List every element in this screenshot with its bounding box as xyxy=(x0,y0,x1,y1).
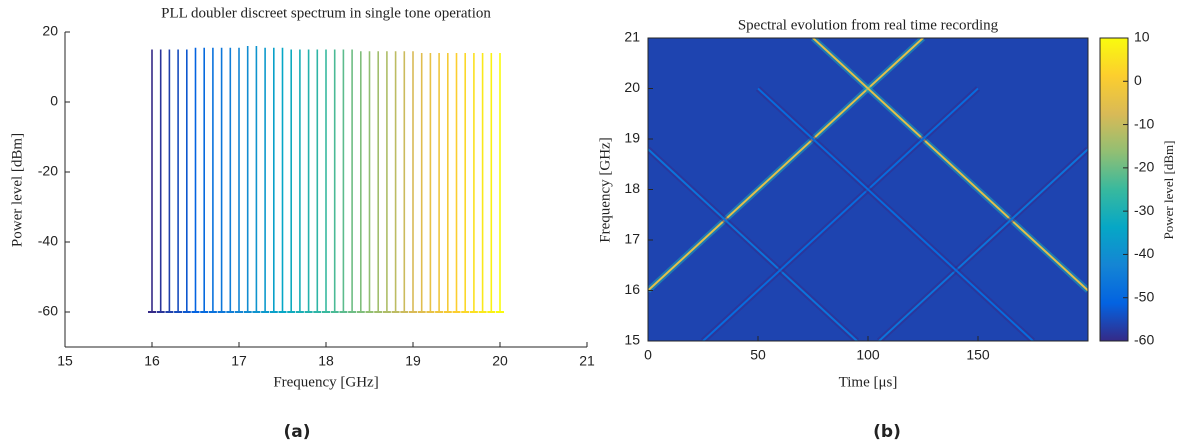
y-tick-label: 20 xyxy=(42,23,58,39)
y-tick-label: 20 xyxy=(624,79,640,95)
colorbar-tick-label: -20 xyxy=(1134,159,1154,175)
caption: (a) xyxy=(283,422,310,442)
colorbar-tick-label: -60 xyxy=(1134,332,1154,348)
x-tick-label: 17 xyxy=(231,353,247,369)
x-tick-label: 18 xyxy=(318,353,334,369)
x-tick-label: 21 xyxy=(579,353,595,369)
x-axis-label: Time [μs] xyxy=(839,374,898,390)
x-tick-label: 20 xyxy=(492,353,508,369)
y-axis-label: Power level [dBm] xyxy=(9,133,25,247)
chirp xyxy=(648,38,924,292)
colorbar-tick-label: -10 xyxy=(1134,115,1154,131)
x-tick-label: 50 xyxy=(750,347,766,363)
y-tick-label: 21 xyxy=(624,29,640,45)
y-axis-label: Frequency [GHz] xyxy=(597,137,613,242)
chirp xyxy=(812,38,1088,292)
y-tick-label: 19 xyxy=(624,130,640,146)
colorbar-tick-label: 10 xyxy=(1134,29,1150,45)
x-tick-label: 16 xyxy=(144,353,160,369)
y-tick-label: 17 xyxy=(624,231,640,247)
chirp xyxy=(648,148,858,341)
colorbar-tick-label: -30 xyxy=(1134,202,1154,218)
colorbar-tick-label: -40 xyxy=(1134,245,1154,261)
x-tick-label: 19 xyxy=(405,353,421,369)
chart-title: PLL doubler discreet spectrum in single … xyxy=(161,5,491,21)
heatmap xyxy=(648,38,1088,341)
x-tick-label: 0 xyxy=(644,347,652,363)
caption: (b) xyxy=(873,422,901,442)
x-tick-label: 150 xyxy=(966,347,990,363)
x-tick-label: 15 xyxy=(57,353,73,369)
chirp xyxy=(878,148,1088,341)
x-axis-label: Frequency [GHz] xyxy=(273,374,378,390)
x-tick-label: 100 xyxy=(856,347,880,363)
y-tick-label: 18 xyxy=(624,180,640,196)
y-tick-label: 16 xyxy=(624,281,640,297)
y-tick-label: -60 xyxy=(38,303,58,319)
chart-title: Spectral evolution from real time record… xyxy=(738,17,999,33)
y-tick-label: -40 xyxy=(38,233,58,249)
colorbar-tick-label: -50 xyxy=(1134,288,1154,304)
colorbar xyxy=(1099,37,1129,342)
colorbar-label: Power level [dBm] xyxy=(1161,141,1176,240)
colorbar-tick-label: 0 xyxy=(1134,72,1142,88)
y-tick-label: 0 xyxy=(50,93,58,109)
y-tick-label: -20 xyxy=(38,163,58,179)
chirp xyxy=(757,87,1034,341)
chirp xyxy=(702,87,979,341)
y-tick-label: 15 xyxy=(624,332,640,348)
